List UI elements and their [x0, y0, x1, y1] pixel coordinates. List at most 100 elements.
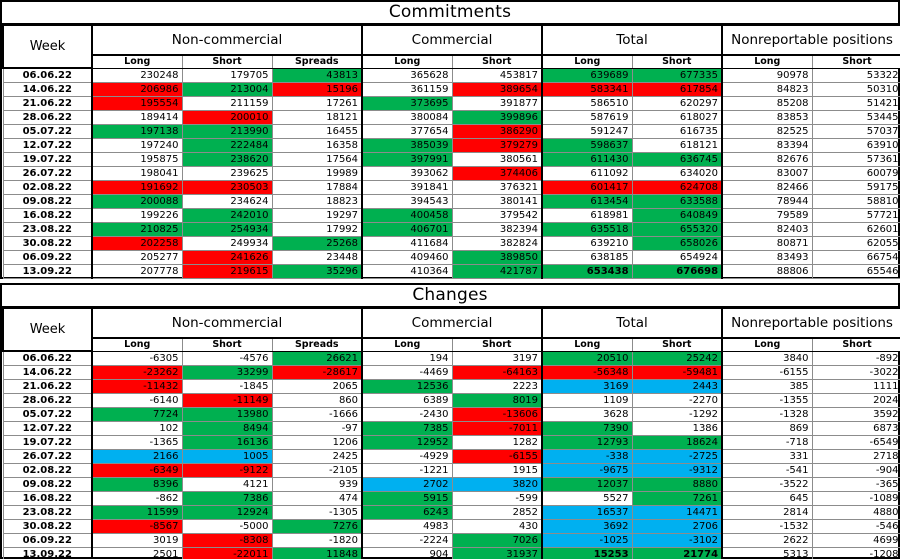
value-cell: 2501 [91, 546, 183, 559]
value-cell: 16358 [271, 137, 363, 153]
value-cell: 391841 [361, 179, 453, 195]
value-cell: -546 [811, 518, 900, 534]
value-cell: 389850 [451, 249, 543, 265]
value-cell: 3169 [541, 378, 633, 394]
value-cell: 3019 [91, 532, 183, 548]
value-cell: 616735 [631, 123, 723, 139]
value-cell: 12924 [181, 504, 273, 520]
sub-column-header: Short [811, 54, 900, 69]
value-cell: -4469 [361, 364, 453, 380]
value-cell: -904 [811, 462, 900, 478]
value-cell: 3197 [451, 350, 543, 366]
sub-column-header: Short [451, 54, 543, 69]
value-cell: 409460 [361, 249, 453, 265]
value-cell: 939 [271, 476, 363, 492]
value-cell: 1109 [541, 392, 633, 408]
value-cell: 1111 [811, 378, 900, 394]
value-cell: 1005 [181, 448, 273, 464]
value-cell: 230248 [91, 67, 183, 83]
sub-column-header: Short [811, 337, 900, 352]
week-cell: 16.08.22 [2, 207, 93, 223]
value-cell: 636745 [631, 151, 723, 167]
value-cell: 60079 [811, 165, 900, 181]
value-cell: 860 [271, 392, 363, 408]
week-cell: 30.08.22 [2, 518, 93, 534]
value-cell: 677335 [631, 67, 723, 83]
value-cell: -11432 [91, 378, 183, 394]
week-cell: 12.07.22 [2, 420, 93, 436]
value-cell: 82403 [721, 221, 813, 237]
value-cell: 16136 [181, 434, 273, 450]
value-cell: -6155 [721, 364, 813, 380]
value-cell: 618027 [631, 109, 723, 125]
week-cell: 09.08.22 [2, 193, 93, 209]
value-cell: 84823 [721, 81, 813, 97]
value-cell: 2166 [91, 448, 183, 464]
value-cell: 7261 [631, 490, 723, 506]
value-cell: -1845 [181, 378, 273, 394]
week-column-header: Week [2, 307, 93, 352]
value-cell: 2718 [811, 448, 900, 464]
table-row: 16.08.22 -862 7386 474 5915 -599 5527 7261 645 -1… [2, 490, 900, 506]
value-cell: 18823 [271, 193, 363, 209]
value-cell: 4880 [811, 504, 900, 520]
value-cell: 211159 [181, 95, 273, 111]
value-cell: 654924 [631, 249, 723, 265]
value-cell: 8494 [181, 420, 273, 436]
week-cell: 13.09.22 [2, 546, 93, 559]
value-cell: 191692 [91, 179, 183, 195]
value-cell: 8880 [631, 476, 723, 492]
value-cell: 1282 [451, 434, 543, 450]
value-cell: 83853 [721, 109, 813, 125]
value-cell: 12037 [541, 476, 633, 492]
value-cell: 676698 [631, 263, 723, 279]
value-cell: 63910 [811, 137, 900, 153]
value-cell: 15253 [541, 546, 633, 559]
value-cell: 57361 [811, 151, 900, 167]
value-cell: -5000 [181, 518, 273, 534]
value-cell: -1532 [721, 518, 813, 534]
value-cell: 376321 [451, 179, 543, 195]
value-cell: 393062 [361, 165, 453, 181]
commitments-table: Commitments Week Non-commercial Commercial… [0, 0, 900, 279]
table-row: 26.07.22 198041 239625 19989 393062 374406 611… [2, 165, 900, 181]
sub-column-header: Long [721, 337, 813, 352]
value-cell: 59175 [811, 179, 900, 195]
sub-column-header: Spreads [271, 54, 363, 69]
value-cell: 583341 [541, 81, 633, 97]
value-cell: -365 [811, 476, 900, 492]
value-cell: 400458 [361, 207, 453, 223]
value-cell: 365628 [361, 67, 453, 83]
value-cell: 102 [91, 420, 183, 436]
value-cell: 361159 [361, 81, 453, 97]
week-cell: 05.07.22 [2, 123, 93, 139]
value-cell: 6873 [811, 420, 900, 436]
value-cell: -1328 [721, 406, 813, 422]
value-cell: 591247 [541, 123, 633, 139]
value-cell: -7011 [451, 420, 543, 436]
value-cell: 179705 [181, 67, 273, 83]
value-cell: 639210 [541, 235, 633, 251]
table-row: 26.07.22 2166 1005 2425 -4929 -6155 -338 -2725 3… [2, 448, 900, 464]
value-cell: -599 [451, 490, 543, 506]
value-cell: -11149 [181, 392, 273, 408]
value-cell: 7026 [451, 532, 543, 548]
value-cell: -1305 [271, 504, 363, 520]
value-cell: 3840 [721, 350, 813, 366]
value-cell: -2270 [631, 392, 723, 408]
value-cell: 43813 [271, 67, 363, 83]
value-cell: 3592 [811, 406, 900, 422]
value-cell: 197240 [91, 137, 183, 153]
week-cell: 05.07.22 [2, 406, 93, 422]
value-cell: 79589 [721, 207, 813, 223]
value-cell: 618121 [631, 137, 723, 153]
value-cell: 3628 [541, 406, 633, 422]
value-cell: 2425 [271, 448, 363, 464]
value-cell: 620297 [631, 95, 723, 111]
value-cell: -862 [91, 490, 183, 506]
value-cell: 207778 [91, 263, 183, 279]
group-header: Commercial [361, 307, 544, 339]
group-header: Total [541, 307, 724, 339]
value-cell: -1292 [631, 406, 723, 422]
value-cell: 200010 [181, 109, 273, 125]
